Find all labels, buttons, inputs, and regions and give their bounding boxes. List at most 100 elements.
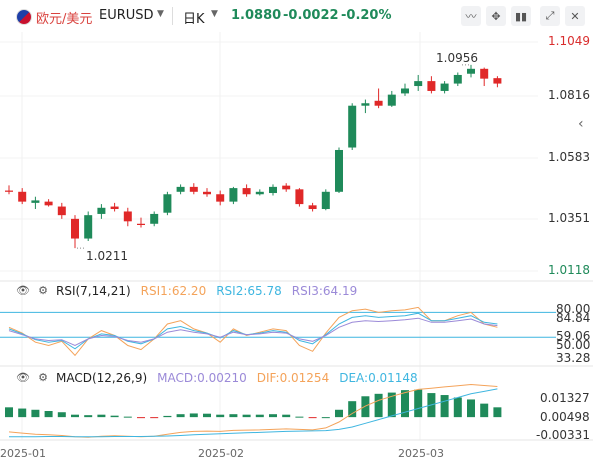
macd-histogram-bar — [453, 397, 462, 418]
macd-histogram-bar — [203, 413, 211, 418]
candle-body — [229, 188, 238, 202]
macd-histogram-bar — [467, 399, 475, 418]
macd-histogram-bar — [414, 389, 423, 418]
period-dropdown-icon[interactable]: ▼ — [211, 9, 218, 19]
candle-body — [321, 191, 330, 210]
rsi-line-rsi2 — [8, 312, 498, 350]
candle-body — [44, 201, 53, 206]
macd-legend: 👁 ⚙ MACD(12,26,9) MACD:0.00210 DIF:0.012… — [16, 371, 418, 385]
macd-histogram-bar — [31, 409, 40, 418]
candle-body — [189, 186, 198, 192]
rsi-legend: 👁 ⚙ RSI(7,14,21) RSI1:62.20 RSI2:65.78 R… — [16, 284, 357, 298]
price-axis-label: 1.0583 — [548, 150, 590, 164]
dea-line — [9, 388, 498, 438]
rsi-level-label: 80.00 — [556, 302, 591, 316]
candle-body — [480, 68, 489, 79]
candle-body — [123, 211, 132, 222]
candle-body — [427, 81, 436, 91]
dea-value: DEA:0.01148 — [339, 371, 418, 385]
settings-gear-icon[interactable]: ⚙ — [38, 284, 48, 297]
date-axis-label: 2025-01 — [0, 447, 46, 460]
macd-histogram-bar — [189, 413, 198, 418]
macd-histogram-bar — [110, 415, 119, 418]
rsi-line-rsi1 — [8, 306, 498, 357]
rsi1-value: RSI1:62.20 — [140, 284, 207, 298]
price-axis-label: 1.0351 — [548, 211, 590, 225]
candle-body — [493, 78, 502, 84]
macd-histogram-bar — [123, 416, 132, 418]
candle-type-icon[interactable]: ▮▮ — [511, 6, 531, 26]
rsi-line-rsi3 — [8, 317, 498, 347]
candle-body — [414, 81, 423, 87]
eye-icon[interactable]: 👁 — [16, 371, 30, 384]
collapse-panel-icon[interactable]: ‹ — [578, 116, 584, 132]
crosshair-icon[interactable]: ✥ — [486, 6, 506, 26]
candle-body — [467, 68, 475, 74]
date-axis-label: 2025-02 — [198, 447, 244, 460]
draw-line-icon[interactable]: 〰 — [461, 6, 481, 26]
candle-body — [203, 191, 211, 195]
macd-histogram-bar — [374, 393, 383, 418]
rsi-level-label: 59.06 — [556, 329, 591, 343]
candle-body — [31, 200, 40, 203]
rsi3-value: RSI3:64.19 — [291, 284, 358, 298]
candle-body — [440, 83, 449, 91]
candle-body — [150, 213, 159, 224]
settings-gear-icon[interactable]: ⚙ — [38, 371, 48, 384]
macd-histogram-bar — [321, 417, 330, 419]
candle-body — [110, 206, 119, 210]
macd-level-label: -0.00331 — [536, 428, 590, 442]
candle-body — [5, 190, 13, 192]
macd-histogram-bar — [255, 414, 264, 418]
chart-header: 欧元/美元 EURUSD ▼ 日K ▼ 1.0880 -0.0022 -0.20… — [0, 0, 593, 32]
macd-histogram-bar — [269, 414, 277, 418]
macd-histogram-bar — [282, 414, 291, 418]
macd-histogram-bar — [387, 392, 396, 418]
macd-histogram-bar — [216, 414, 225, 418]
macd-histogram-bar — [71, 414, 79, 418]
macd-histogram-bar — [242, 414, 251, 418]
macd-histogram-bar — [295, 416, 304, 418]
candle-body — [308, 205, 317, 210]
price-axis-label-max: 1.1049 — [548, 34, 590, 48]
symbol-code[interactable]: EURUSD — [99, 8, 154, 23]
macd-histogram-bar — [480, 403, 489, 418]
macd-histogram-bar — [57, 412, 66, 418]
dif-value: DIF:0.01254 — [256, 371, 330, 385]
candle-body — [348, 105, 357, 148]
macd-histogram-bar — [308, 417, 317, 419]
candle-body — [163, 194, 172, 213]
currency-flag-icon — [16, 9, 32, 25]
candle-body — [295, 189, 304, 205]
eye-icon[interactable]: 👁 — [16, 284, 30, 297]
macd-level-label: 0.00498 — [540, 410, 590, 424]
macd-level-label: 0.01327 — [540, 391, 590, 405]
rsi-level-label: 50.00 — [556, 338, 591, 352]
candle-body — [255, 191, 264, 195]
symbol-name-cn[interactable]: 欧元/美元 — [36, 12, 93, 27]
rsi-title: RSI(7,14,21) — [56, 284, 131, 298]
macd-histogram-bar — [84, 415, 93, 418]
candle-body — [137, 223, 145, 226]
expand-icon[interactable]: ⤢ — [540, 6, 560, 26]
macd-histogram-bar — [440, 395, 449, 418]
divider — [172, 7, 173, 25]
candle-body — [282, 185, 291, 190]
macd-histogram-bar — [97, 414, 106, 418]
period-selector[interactable]: 日K — [183, 12, 205, 27]
candle-body — [176, 186, 185, 192]
date-axis-label: 2025-03 — [398, 447, 444, 460]
candle-body — [387, 94, 396, 106]
close-icon[interactable]: ✕ — [565, 6, 585, 26]
macd-value: MACD:0.00210 — [157, 371, 247, 385]
macd-histogram-bar — [361, 396, 370, 418]
price-change: -0.0022 — [283, 8, 339, 23]
rsi-level-label: 84.84 — [556, 311, 591, 325]
candle-body — [453, 74, 462, 84]
rsi2-value: RSI2:65.78 — [216, 284, 282, 298]
macd-histogram-bar — [493, 407, 502, 418]
symbol-dropdown-icon[interactable]: ▼ — [157, 9, 164, 19]
macd-histogram-bar — [348, 401, 357, 418]
macd-histogram-bar — [163, 415, 172, 418]
